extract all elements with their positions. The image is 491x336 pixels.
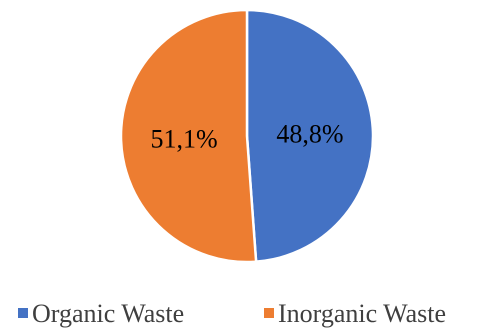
- legend-swatch-inorganic-waste: [264, 308, 274, 318]
- data-label-organic-waste: 48,8%: [276, 120, 343, 149]
- pie-slice-organic-waste: [245, 8, 375, 263]
- data-label-inorganic-waste: 51,1%: [150, 124, 217, 153]
- pie-slices: [119, 8, 375, 264]
- legend-swatch-organic-waste: [18, 308, 28, 318]
- legend-item-inorganic-waste: Inorganic Waste: [264, 299, 446, 328]
- pie-slice-inorganic-waste: [119, 8, 258, 264]
- legend-item-organic-waste: Organic Waste: [18, 299, 184, 328]
- legend: Organic Waste Inorganic Waste: [18, 299, 446, 328]
- pie-data-labels: 48,8% 51,1%: [150, 120, 343, 154]
- legend-label-inorganic-waste: Inorganic Waste: [278, 299, 446, 328]
- legend-label-organic-waste: Organic Waste: [32, 299, 184, 328]
